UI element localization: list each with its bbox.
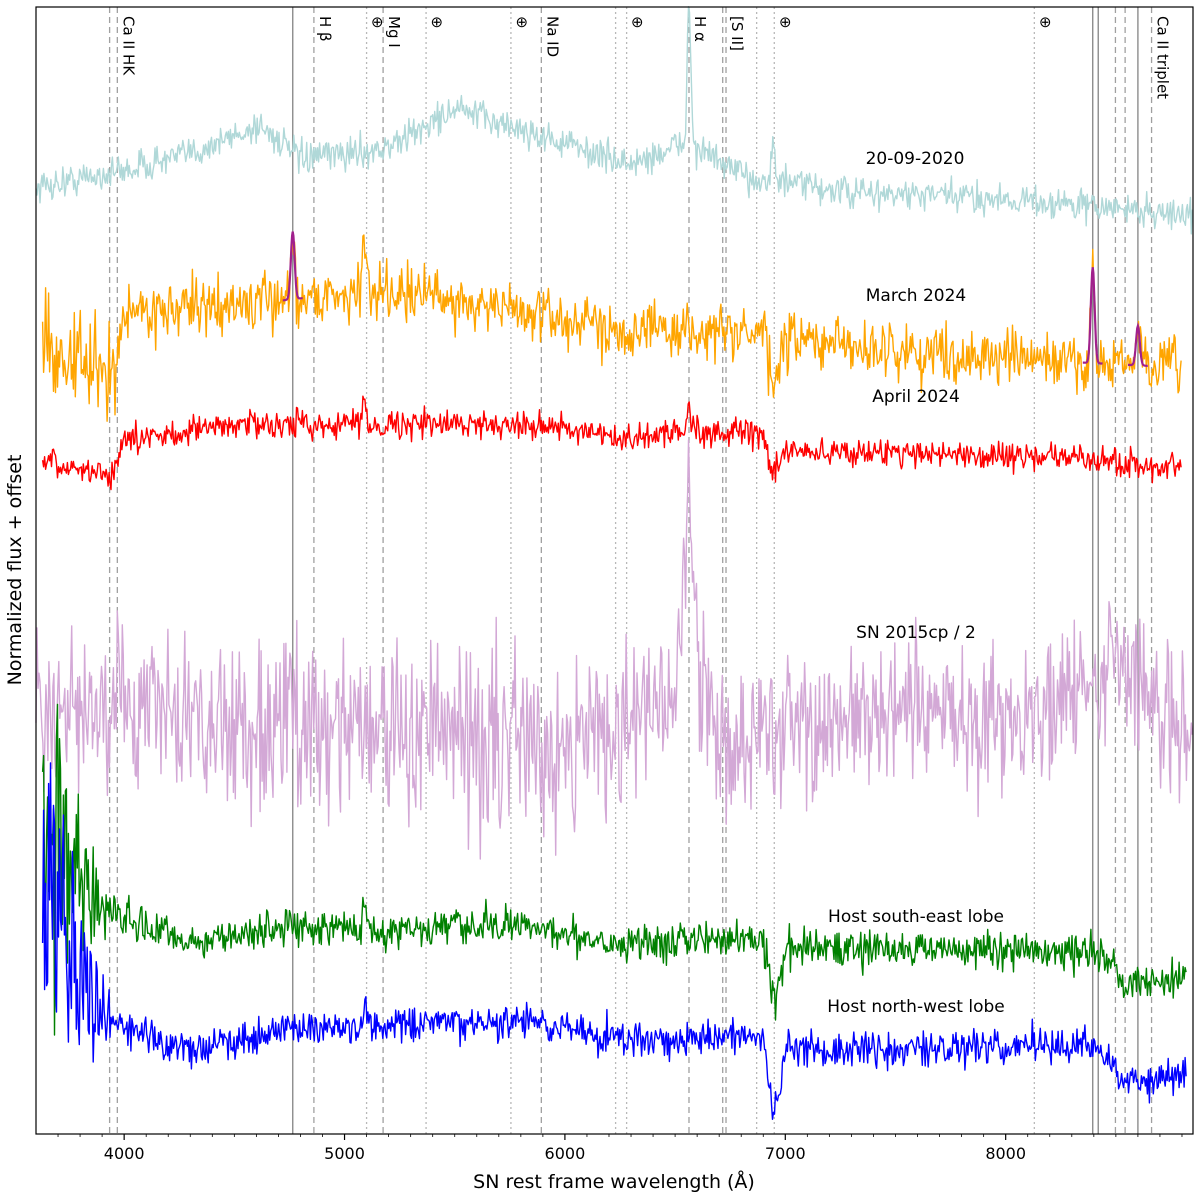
series-label: SN 2015cp / 2: [856, 623, 976, 643]
series-line-3: [35, 439, 1193, 860]
marker-label: ⊕: [513, 16, 531, 29]
marker-label: ⊕: [629, 16, 647, 29]
series-label: Host north-west lobe: [827, 997, 1005, 1017]
marker-label: Ca II triplet: [1154, 16, 1172, 99]
series-line-2: [41, 395, 1182, 491]
gaussian-fit-2: [1128, 321, 1148, 367]
series-label: March 2024: [866, 286, 967, 306]
x-tick-label: 6000: [545, 1144, 586, 1163]
series-line-0: [35, 5, 1193, 235]
spectra-series: [35, 5, 1193, 1121]
marker-label: Na ID: [543, 16, 561, 57]
x-tick-label: 8000: [985, 1144, 1026, 1163]
x-tick-label: 5000: [324, 1144, 365, 1163]
y-axis-label: Normalized flux + offset: [4, 455, 26, 686]
marker-label: [S II]: [728, 16, 746, 51]
series-label: Host south-east lobe: [828, 907, 1004, 927]
marker-label: ⊕: [1036, 16, 1054, 29]
x-axis-ticks: 4000 5000 6000 7000 8000: [57, 1134, 1183, 1163]
series-label: April 2024: [872, 387, 960, 407]
gaussian-fit-1: [1082, 267, 1103, 365]
x-axis-label: SN rest frame wavelength (Å): [473, 1170, 755, 1193]
marker-label: ⊕: [428, 16, 446, 29]
marker-label: H β: [316, 16, 334, 42]
x-tick-label: 7000: [765, 1144, 806, 1163]
marker-label: ⊕: [776, 16, 794, 29]
marker-label: H α: [691, 16, 709, 42]
marker-label: ⊕: [369, 16, 387, 29]
series-line-5: [41, 762, 1187, 1121]
marker-label: Mg I: [385, 16, 403, 48]
series-line-1: [41, 234, 1182, 422]
gaussian-fit-0: [282, 231, 303, 302]
series-label: 20-09-2020: [866, 149, 965, 169]
plot-frame: [35, 6, 1194, 1135]
line-markers: Ca II HK H β ⊕Mg I ⊕ ⊕ Na ID ⊕ H α [S II] ⊕ ⊕ Ca II…: [108, 7, 1172, 1134]
marker-label: Ca II HK: [119, 16, 137, 76]
series-labels: 20-09-2020 March 2024 April 2024 SN 2015cp …: [827, 149, 1005, 1017]
series-line-4: [41, 703, 1187, 1036]
x-tick-label: 4000: [104, 1144, 145, 1163]
